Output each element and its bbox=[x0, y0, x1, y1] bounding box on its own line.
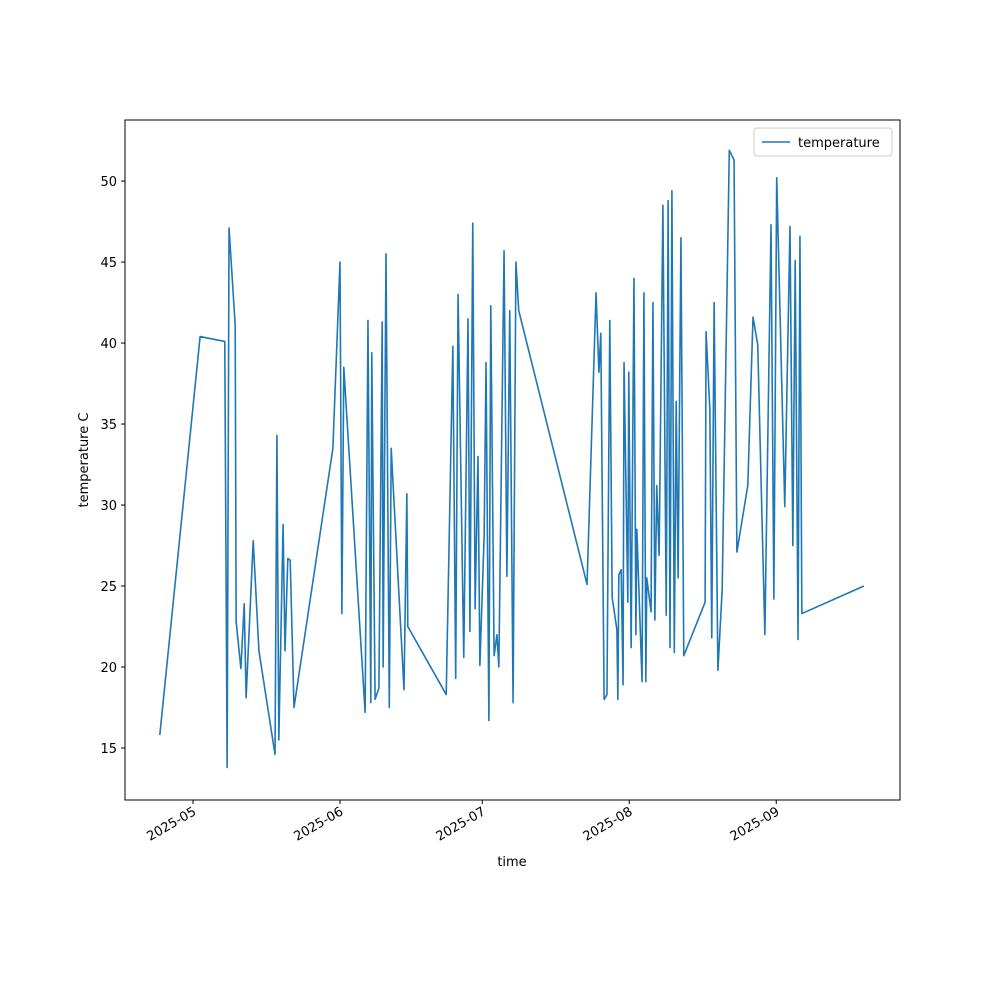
x-tick-label: 2025-05 bbox=[144, 804, 199, 844]
plot-area bbox=[124, 119, 901, 801]
y-tick-label: 50 bbox=[100, 175, 117, 190]
y-tick-label: 30 bbox=[100, 499, 117, 514]
y-tick-label: 15 bbox=[100, 742, 117, 757]
y-axis-label: temperature C bbox=[77, 413, 92, 508]
line-series bbox=[159, 149, 865, 769]
x-tick-label: 2025-07 bbox=[434, 804, 489, 844]
y-tick-label: 40 bbox=[100, 337, 117, 352]
legend-label: temperature bbox=[798, 136, 880, 151]
x-axis-label: time bbox=[497, 855, 526, 870]
legend-box bbox=[753, 127, 893, 157]
y-tick-label: 45 bbox=[100, 256, 117, 271]
x-tick-label: 2025-08 bbox=[581, 804, 636, 844]
x-tick-label: 2025-09 bbox=[728, 804, 783, 844]
y-tick-label: 35 bbox=[100, 418, 117, 433]
x-tick-label: 2025-06 bbox=[291, 804, 346, 844]
y-tick-label: 20 bbox=[100, 661, 117, 676]
y-tick-label: 25 bbox=[100, 580, 117, 595]
